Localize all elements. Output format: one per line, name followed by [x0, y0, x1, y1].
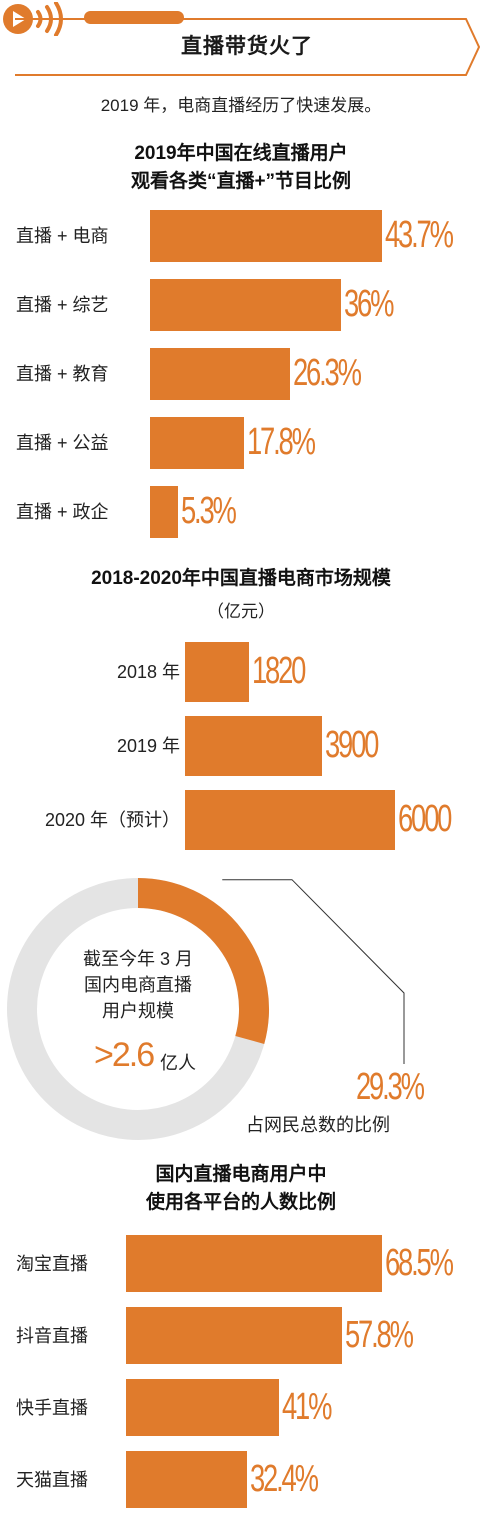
donut-center-line2: 国内电商直播: [84, 975, 192, 995]
donut-highlight-caption: 占网民总数的比例: [246, 1115, 390, 1135]
page-title: 直播带货火了: [181, 35, 313, 58]
user-scale-donut: 截至今年 3 月 国内电商直播 用户规模 >2.6 亿人 29.3% 占网民总数…: [0, 868, 482, 1148]
donut-center-value: >2.6: [94, 1036, 155, 1074]
chart2-unit: （亿元）: [207, 602, 275, 621]
chart4-title-line1: 国内直播电商用户中: [155, 1164, 327, 1185]
bar: [185, 642, 249, 702]
donut-chart: [7, 878, 405, 1140]
chart4-title: 国内直播电商用户中 使用各平台的人数比例: [0, 1161, 482, 1217]
donut-slice-highlight: [137, 878, 269, 1044]
chart2-title: 2018-2020年中国直播电商市场规模: [91, 568, 391, 589]
bar: [126, 1379, 279, 1436]
bar: [150, 210, 382, 262]
title-frame: [15, 18, 480, 76]
bar-value-label: 43.7%: [385, 214, 454, 256]
chart1-title-line1: 2019年中国在线直播用户: [134, 143, 348, 164]
bar-label: 直播 + 政企: [16, 502, 109, 522]
bar-label: 直播 + 教育: [16, 364, 109, 384]
bar-value-label: 26.3%: [293, 352, 362, 394]
chart4-title-line2: 使用各平台的人数比例: [145, 1192, 336, 1213]
chart1-title: 2019年中国在线直播用户 观看各类“直播+”节目比例: [0, 140, 482, 196]
donut-center-unit: 亿人: [160, 1053, 196, 1073]
bar-value-label: 41%: [282, 1385, 332, 1428]
intro-text: 2019 年，电商直播经历了快速发展。: [100, 96, 382, 115]
bar-value-label: 3900: [325, 724, 379, 766]
donut-highlight-value: 29.3%: [356, 1066, 425, 1108]
bar: [150, 486, 178, 538]
header-accent-bar: [84, 11, 184, 24]
header: 直播带货火了: [0, 0, 482, 80]
bar-label: 抖音直播: [16, 1325, 88, 1346]
donut-leader-line: [222, 879, 405, 1064]
donut-center-line1: 截至今年 3 月: [82, 949, 193, 969]
bar: [126, 1451, 247, 1508]
bar-value-label: 17.8%: [247, 421, 316, 463]
bar: [150, 417, 244, 469]
bar-label: 2020 年（预计）: [44, 810, 180, 830]
bar-label: 快手直播: [16, 1397, 88, 1418]
donut-center-line3: 用户规模: [102, 1001, 174, 1021]
chart1-title-line2: 观看各类“直播+”节目比例: [130, 171, 352, 192]
bar-label: 2019 年: [116, 736, 180, 756]
bar: [150, 279, 341, 331]
bar-value-label: 57.8%: [345, 1313, 414, 1356]
bar-value-label: 5.3%: [181, 490, 237, 532]
bar-value-label: 68.5%: [385, 1241, 454, 1284]
bar: [185, 716, 322, 776]
bar-label: 直播 + 公益: [16, 433, 109, 453]
bar-value-label: 32.4%: [250, 1457, 319, 1500]
bar: [126, 1307, 342, 1364]
donut-center-text: 截至今年 3 月 国内电商直播 用户规模: [38, 946, 238, 1024]
bar-value-label: 6000: [398, 798, 452, 840]
bar-label: 淘宝直播: [16, 1253, 88, 1274]
bar-label: 天猫直播: [16, 1469, 88, 1490]
bar: [150, 348, 290, 400]
bar-label: 直播 + 电商: [16, 226, 109, 246]
bar: [126, 1235, 382, 1292]
bar-label: 2018 年: [116, 662, 180, 682]
bar-value-label: 36%: [344, 283, 394, 325]
bar-label: 直播 + 综艺: [16, 295, 109, 315]
bar: [185, 790, 395, 850]
bar-value-label: 1820: [252, 650, 306, 692]
